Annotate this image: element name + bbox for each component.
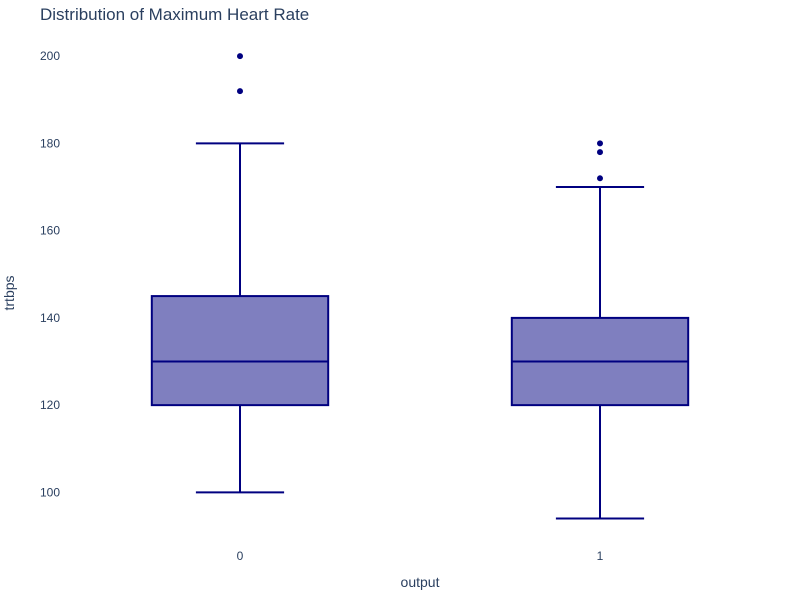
outlier-point xyxy=(597,149,603,156)
x-tick-label: 1 xyxy=(597,549,604,563)
x-tick-label: 0 xyxy=(237,549,244,563)
y-tick-label: 120 xyxy=(40,398,60,412)
box-iqr xyxy=(150,295,330,407)
x-axis-label: output xyxy=(401,574,440,590)
outlier-point xyxy=(237,53,243,60)
box-series xyxy=(150,53,690,520)
y-axis-label: trtbps xyxy=(1,275,17,310)
y-tick-label: 140 xyxy=(40,311,60,325)
outlier-point xyxy=(597,175,603,182)
outlier-point xyxy=(237,88,243,95)
y-tick-label: 160 xyxy=(40,224,60,238)
y-axis-ticks: 100 120 140 160 180 200 xyxy=(40,49,60,499)
y-tick-label: 200 xyxy=(40,49,60,63)
chart-title: Distribution of Maximum Heart Rate xyxy=(40,5,309,24)
y-tick-label: 180 xyxy=(40,136,60,150)
box-group-1 xyxy=(510,140,690,520)
box-group-0 xyxy=(150,53,330,494)
outlier-point xyxy=(597,140,603,147)
y-tick-label: 100 xyxy=(40,485,60,499)
